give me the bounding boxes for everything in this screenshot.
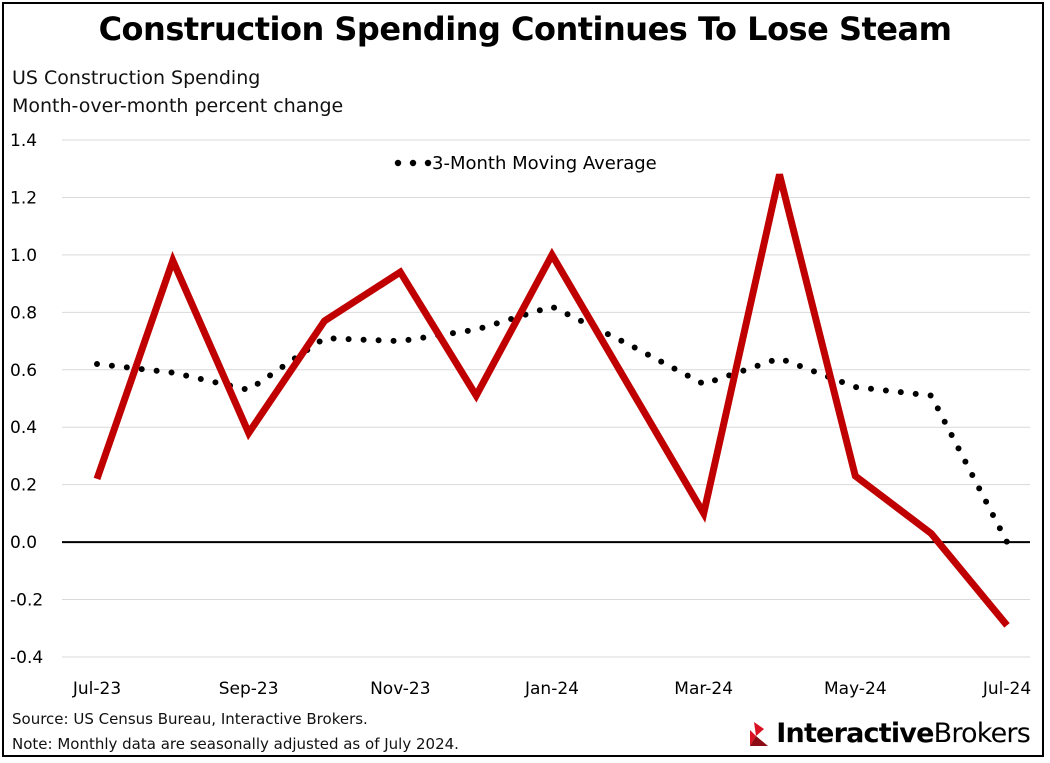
legend-dot [424,159,432,167]
data-note: Note: Monthly data are seasonally adjust… [12,735,459,753]
y-tick-label: 0.6 [10,361,37,381]
chart-subtitle-line2: Month-over-month percent change [12,95,344,117]
legend-dot [394,159,402,167]
series-layer [93,173,1010,628]
legend-label: 3-Month Moving Average [432,153,657,174]
chart-subtitle-line1: US Construction Spending [12,67,261,89]
legend: 3-Month Moving Average [394,153,657,174]
source-note: Source: US Census Bureau, Interactive Br… [12,710,368,728]
series-moving-average-line [94,303,1010,546]
chart-title: Construction Spending Continues To Lose … [98,10,952,48]
y-tick-label: 0.0 [10,533,37,553]
x-tick-label: Sep-23 [219,679,279,699]
y-tick-label: -0.4 [10,648,43,668]
y-tick-label: 1.2 [10,188,37,208]
x-tick-label: Mar-24 [674,679,733,699]
x-tick-label: Jan-24 [524,679,579,699]
interactive-brokers-logo-icon [750,721,769,746]
x-axis-ticks: Jul-23 Sep-23 Nov-23 Jan-24 Mar-24 May-24 Jul-… [72,679,1031,699]
x-tick-label: Jul-24 [982,679,1031,699]
y-tick-label: 1.4 [10,131,37,151]
x-tick-label: May-24 [824,679,887,699]
legend-dot [409,159,417,167]
x-tick-label: Jul-23 [72,679,121,699]
brand-logo: Interactive Brokers [748,718,1031,749]
y-tick-label: 0.2 [10,476,37,496]
y-tick-label: 0.4 [10,418,37,438]
x-tick-label: Nov-23 [370,679,431,699]
y-axis-ticks: 1.4 1.2 1.0 0.8 0.6 0.4 0.2 0.0 -0.2 -0.4 [10,131,43,668]
brand-name-bold: Interactive [776,718,934,749]
gridlines [62,139,1030,658]
series-construction-spending-line [93,173,1010,628]
y-tick-label: -0.2 [10,591,43,611]
y-tick-label: 0.8 [10,303,37,323]
y-tick-label: 1.0 [10,246,37,266]
brand-name-regular: Brokers [933,718,1031,749]
